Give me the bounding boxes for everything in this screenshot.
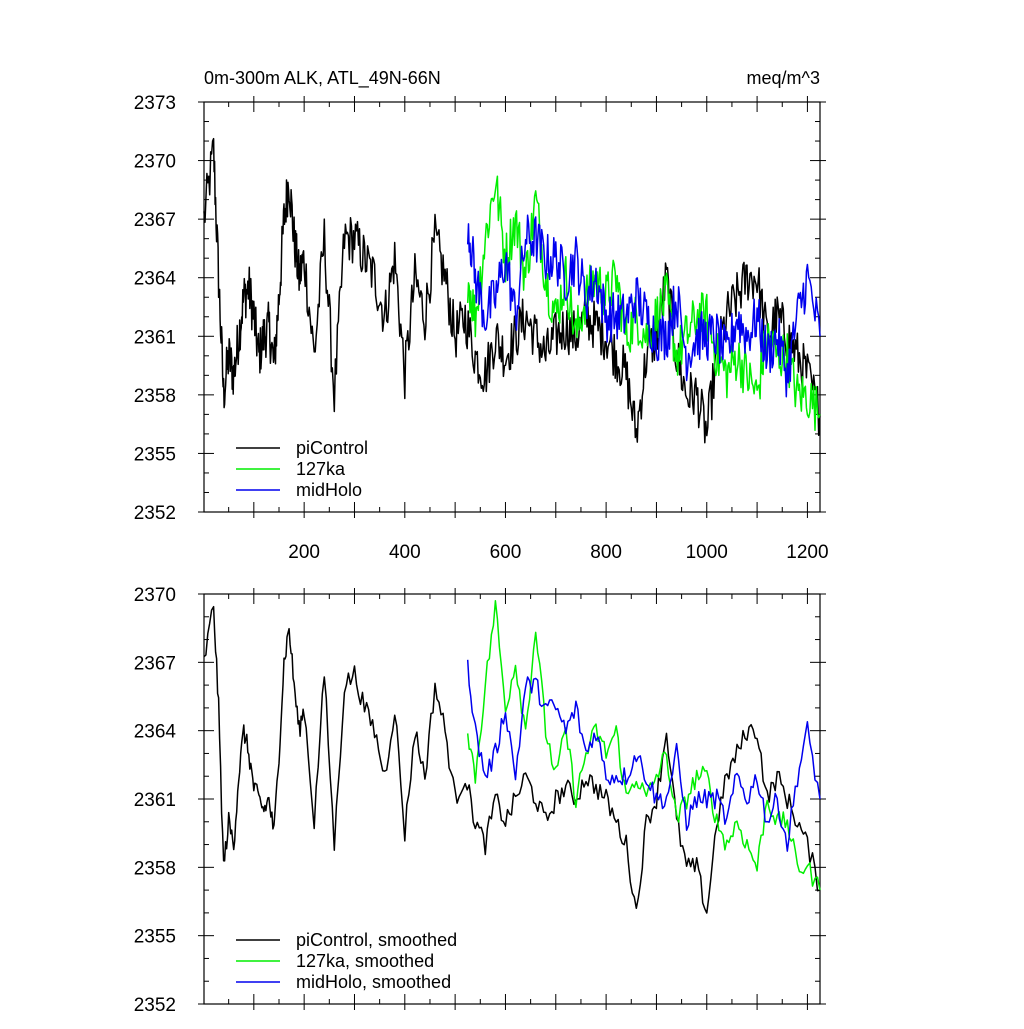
y-tick-label: 2370 xyxy=(134,152,176,173)
series-line-midHolo xyxy=(466,659,821,852)
y-tick-label: 2370 xyxy=(134,585,176,606)
bottom-panel: 2352 2355 2358 2361 2364 2367 2370 piControl, s… xyxy=(134,585,826,1016)
y-tick-label: 2352 xyxy=(134,503,176,524)
legend-label-127ka: 127ka, smoothed xyxy=(296,951,434,971)
legend-label-piControl: piControl, smoothed xyxy=(296,930,457,950)
y-tick-label: 2358 xyxy=(134,858,176,879)
y-tick-label: 2355 xyxy=(134,444,176,465)
top-panel: 200 400 600 800 1000 1200 2352 2355 2358 2361 2364… xyxy=(134,93,829,563)
series-line-127ka xyxy=(466,175,821,432)
x-tick-label: 1200 xyxy=(786,542,828,563)
y-tick-label: 2364 xyxy=(134,269,177,290)
plot-frame xyxy=(203,101,821,513)
y-tick-label: 2355 xyxy=(134,927,176,948)
plot-units: meq/m^3 xyxy=(747,68,820,88)
x-tick-label: 400 xyxy=(389,542,421,563)
x-tick-label: 200 xyxy=(288,542,320,563)
x-tick-label: 600 xyxy=(490,542,522,563)
x-tick-label: 800 xyxy=(590,542,622,563)
y-tick-label: 2361 xyxy=(134,327,176,348)
y-tick-label: 2364 xyxy=(134,722,177,743)
plot-title: 0m-300m ALK, ATL_49N-66N xyxy=(204,68,441,89)
legend-label-127ka: 127ka xyxy=(296,459,346,479)
series-line-piControl xyxy=(203,137,821,444)
y-tick-label: 2367 xyxy=(134,210,176,231)
legend-label-midHolo: midHolo, smoothed xyxy=(296,972,451,992)
legend-label-midHolo: midHolo xyxy=(296,480,362,500)
y-tick-label: 2358 xyxy=(134,386,176,407)
y-tick-label: 2373 xyxy=(134,93,176,114)
y-tick-label: 2352 xyxy=(134,995,176,1016)
legend-label-piControl: piControl xyxy=(296,438,368,458)
y-tick-label: 2367 xyxy=(134,653,176,674)
x-tick-label: 1000 xyxy=(686,542,728,563)
y-tick-label: 2361 xyxy=(134,790,176,811)
series-line-midHolo xyxy=(466,214,821,398)
series-line-127ka xyxy=(466,600,821,891)
series-line-piControl xyxy=(203,605,821,914)
